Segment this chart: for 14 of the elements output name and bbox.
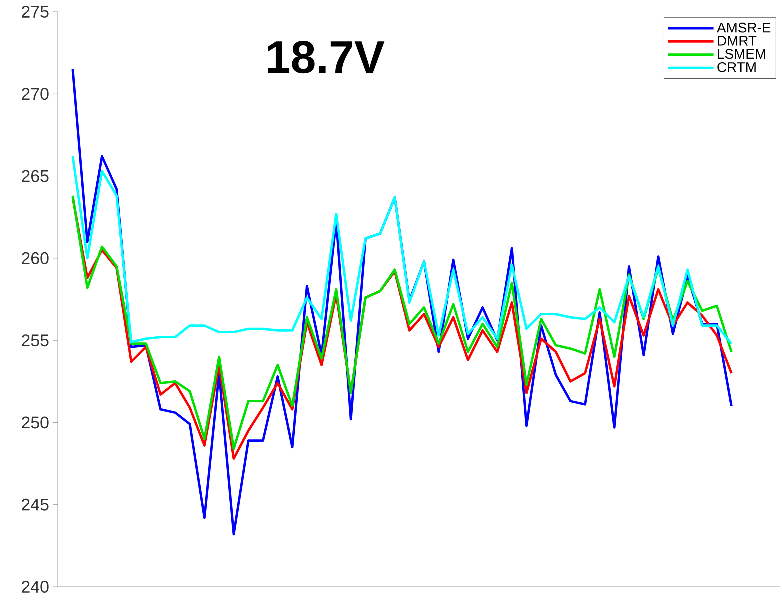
y-tick-label: 265: [22, 170, 49, 182]
y-tick-label: 270: [22, 88, 49, 100]
chart-title: 18.7V: [268, 41, 385, 74]
y-tick-label: 250: [22, 416, 49, 429]
line-series: [72, 155, 733, 346]
y-tick-label: 260: [22, 252, 49, 264]
legend-label: DMRT: [718, 36, 757, 46]
y-tick-label: 255: [22, 334, 49, 347]
legend-label: CRTM: [718, 62, 756, 72]
legend-label: LSMEM: [718, 49, 766, 60]
y-tick-label: 240: [22, 581, 49, 593]
y-tick-label: 275: [22, 6, 49, 18]
y-tick-label: 245: [22, 498, 49, 511]
legend-label: AMSR-E: [717, 22, 771, 33]
